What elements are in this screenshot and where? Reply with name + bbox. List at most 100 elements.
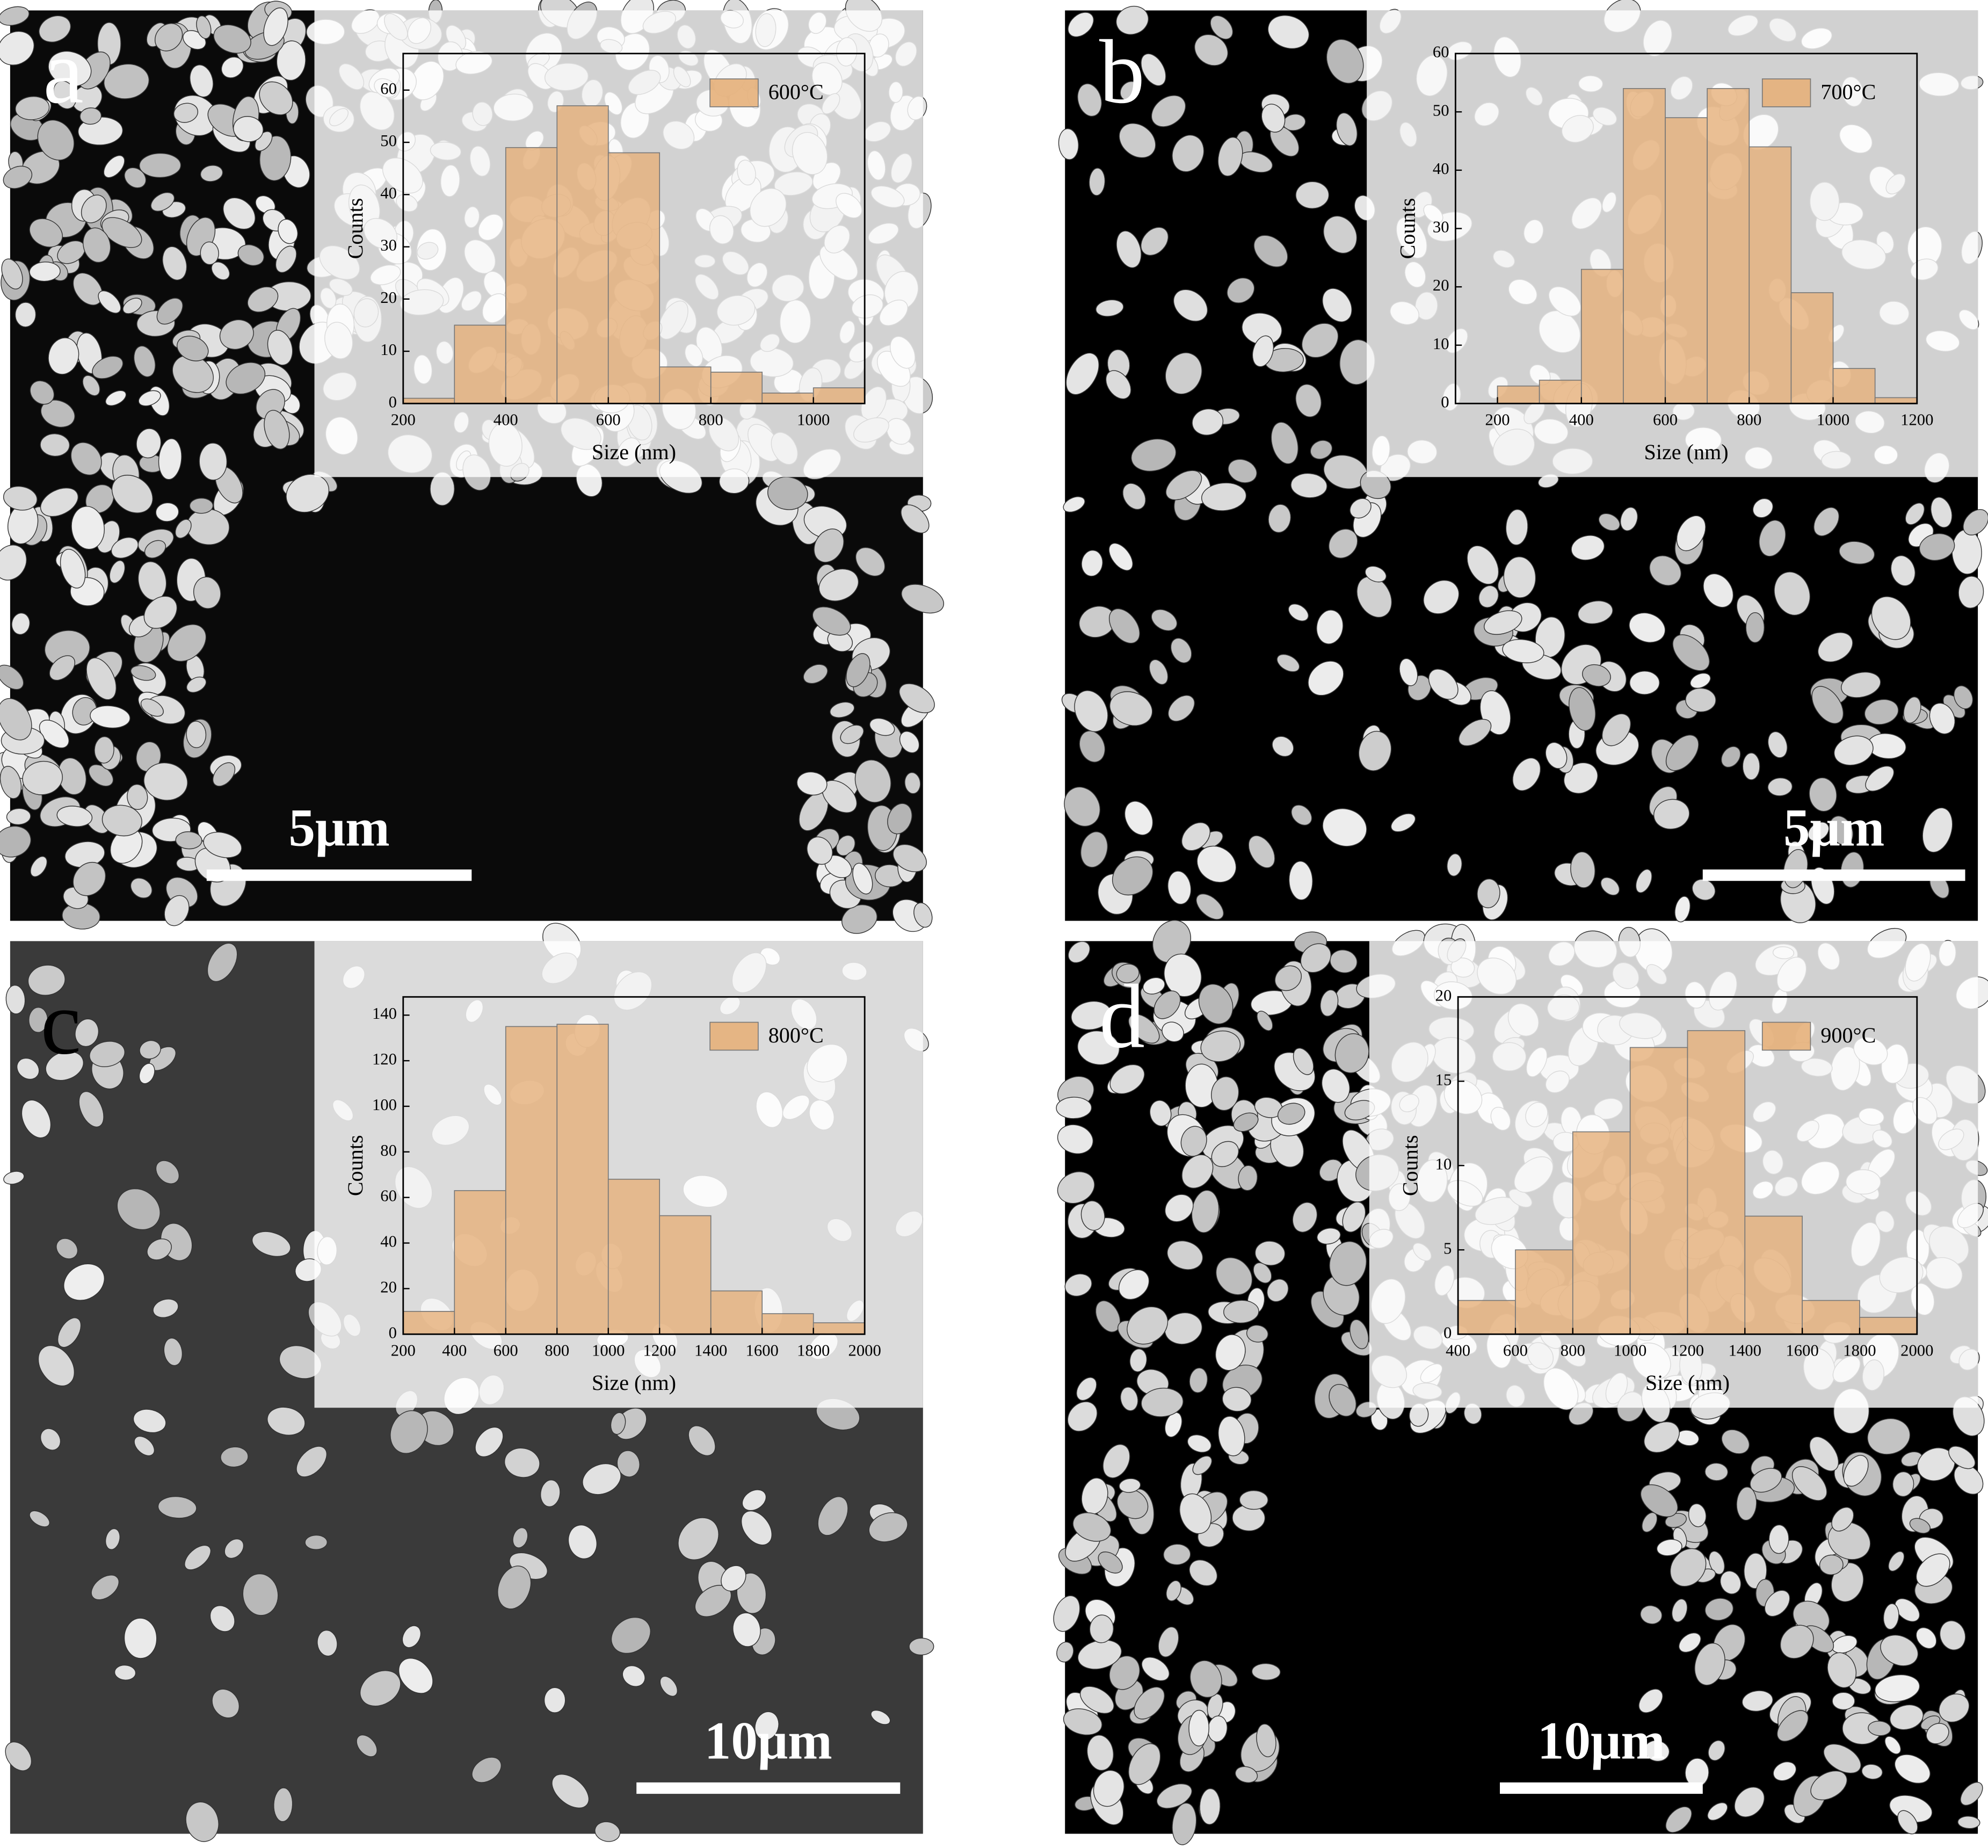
particle xyxy=(48,337,79,375)
particle xyxy=(512,1527,528,1548)
particle xyxy=(1600,877,1620,896)
particle xyxy=(144,540,166,559)
particle xyxy=(124,1618,157,1659)
particle xyxy=(1142,977,1165,995)
particle xyxy=(901,584,944,614)
particle xyxy=(402,1625,422,1648)
x-tick-label: 2000 xyxy=(1900,1341,1933,1359)
particle xyxy=(812,606,851,636)
particle xyxy=(1093,1770,1124,1807)
particle xyxy=(1467,545,1499,585)
particle xyxy=(1251,1663,1281,1680)
y-tick-label: 20 xyxy=(380,1278,397,1296)
particle xyxy=(1953,685,1974,709)
particle xyxy=(1068,12,1094,38)
x-axis-label: Size (nm) xyxy=(1645,1371,1730,1395)
particle xyxy=(1644,1740,1670,1762)
particle xyxy=(1271,422,1298,465)
particle xyxy=(1109,691,1153,726)
particle xyxy=(140,698,164,717)
particle xyxy=(1079,1686,1114,1714)
particle xyxy=(259,81,293,115)
particle xyxy=(49,655,76,681)
particle xyxy=(21,1099,52,1139)
particle xyxy=(1109,1064,1145,1095)
particle xyxy=(1152,919,1191,963)
particle xyxy=(1704,1462,1729,1481)
particle xyxy=(1105,370,1131,400)
particle xyxy=(1719,1570,1742,1595)
particle xyxy=(1703,573,1734,608)
particle xyxy=(212,762,236,787)
histogram-bar xyxy=(1457,1300,1516,1335)
y-tick-label: 120 xyxy=(372,1050,397,1068)
particle xyxy=(1227,277,1255,303)
particle xyxy=(678,1517,719,1560)
plot-frame xyxy=(402,996,866,1335)
particle xyxy=(732,1612,761,1647)
histogram-bar xyxy=(1790,292,1834,404)
y-tick-label: 20 xyxy=(1433,276,1449,294)
particle xyxy=(1871,596,1911,640)
particle xyxy=(184,1545,212,1570)
particle xyxy=(1199,1788,1221,1825)
particle xyxy=(60,549,86,589)
particle xyxy=(1086,1735,1114,1771)
particle xyxy=(909,1637,934,1656)
x-tick-label: 1800 xyxy=(797,1341,830,1359)
particle xyxy=(155,1160,180,1184)
particle xyxy=(1774,571,1811,616)
panel-label: d xyxy=(1099,966,1145,1067)
particle xyxy=(1810,1770,1847,1801)
particle xyxy=(109,560,126,584)
particle xyxy=(71,506,105,550)
histogram-bar xyxy=(505,147,558,404)
particle xyxy=(1721,1429,1750,1454)
particle xyxy=(162,246,187,281)
particle xyxy=(1690,672,1711,689)
particle xyxy=(175,519,192,539)
particle xyxy=(1571,535,1605,561)
particle xyxy=(1065,352,1099,395)
y-tick-label: 40 xyxy=(380,1233,397,1251)
particle xyxy=(91,1575,120,1600)
particle xyxy=(157,1496,197,1519)
particle xyxy=(39,15,71,43)
particle xyxy=(622,1665,645,1687)
particle xyxy=(27,965,66,996)
particle xyxy=(143,762,188,801)
x-axis-label: Size (nm) xyxy=(592,1371,676,1395)
histogram-bar xyxy=(812,1322,866,1335)
particle xyxy=(1310,440,1333,460)
particle xyxy=(111,537,139,559)
particle xyxy=(1328,528,1358,559)
particle xyxy=(1929,702,1956,735)
particle xyxy=(1734,1786,1765,1817)
particle xyxy=(196,15,212,39)
x-tick-label: 600 xyxy=(494,1341,518,1359)
particle xyxy=(869,718,895,736)
particle xyxy=(430,472,455,506)
x-tick-label: 2000 xyxy=(848,1341,881,1359)
particle xyxy=(1128,1013,1160,1044)
particle xyxy=(475,1426,504,1458)
histogram-bar xyxy=(556,1024,609,1335)
particle xyxy=(1128,1743,1161,1785)
histogram-bar xyxy=(1748,146,1792,404)
y-tick-label: 50 xyxy=(1433,101,1449,119)
particle xyxy=(540,1480,561,1508)
particle xyxy=(1248,835,1275,868)
x-tick-label: 600 xyxy=(596,410,621,429)
x-tick-label: 1200 xyxy=(1900,410,1933,429)
particle xyxy=(1780,1625,1814,1659)
histogram-bar xyxy=(659,366,712,404)
y-tick-label: 80 xyxy=(380,1141,397,1159)
particle xyxy=(72,272,103,306)
particle xyxy=(1300,943,1331,973)
particle xyxy=(224,1538,244,1559)
particle xyxy=(1819,1554,1844,1575)
x-axis-label: Size (nm) xyxy=(592,440,676,464)
particle xyxy=(1165,352,1202,395)
particle xyxy=(251,1231,291,1257)
particle xyxy=(209,1605,235,1632)
